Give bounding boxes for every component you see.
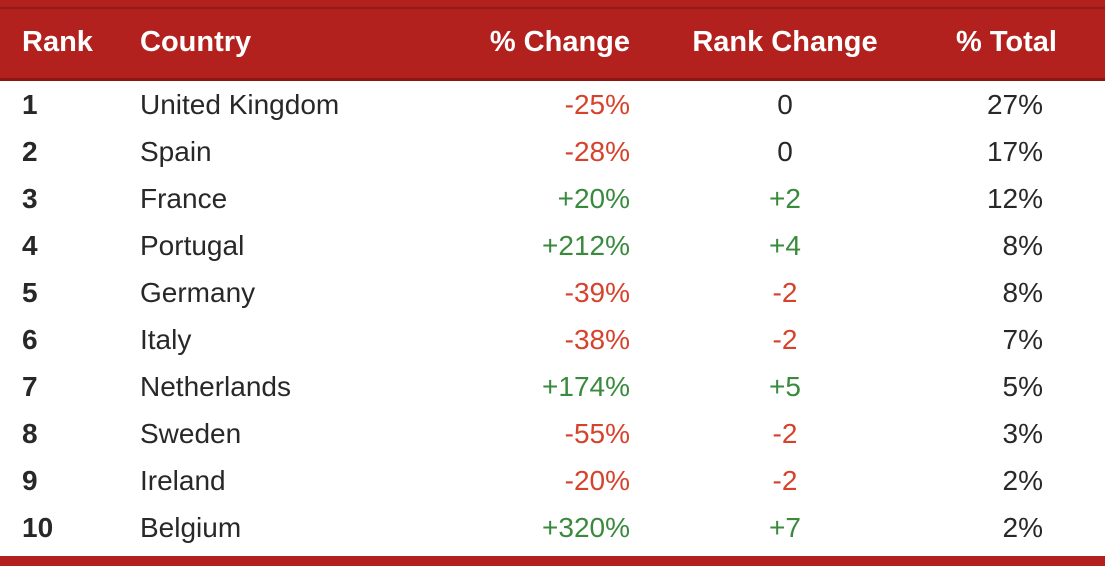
country-cell: Germany: [140, 276, 256, 308]
column-header-pct-change: % Change: [489, 25, 630, 58]
pct-total-cell: 8%: [1002, 229, 1043, 261]
rank-change-cell: -2: [772, 464, 798, 496]
rank-cell: 6: [22, 323, 38, 355]
pct-change-cell: +174%: [542, 370, 630, 402]
country-cell: Spain: [140, 135, 212, 167]
pct-change-cell: -55%: [564, 417, 630, 449]
rank-cell: 5: [22, 276, 38, 308]
column-header-rank: Rank: [22, 25, 93, 58]
country-cell: Portugal: [140, 229, 245, 261]
rank-cell: 7: [22, 370, 38, 402]
pct-change-cell: -25%: [564, 88, 630, 120]
table-row: 4 Portugal +212% +4 8%: [0, 222, 1105, 269]
pct-total-cell: 3%: [1002, 417, 1043, 449]
rank-change-cell: -2: [772, 417, 798, 449]
table-row: 6 Italy -38% -2 7%: [0, 316, 1105, 363]
rank-change-cell: +2: [769, 182, 801, 214]
rank-cell: 1: [22, 88, 38, 120]
pct-total-cell: 2%: [1002, 464, 1043, 496]
pct-change-cell: -28%: [564, 135, 630, 167]
pct-change-cell: +20%: [557, 182, 630, 214]
rank-cell: 2: [22, 135, 38, 167]
pct-total-cell: 8%: [1002, 276, 1043, 308]
column-header-country: Country: [140, 25, 252, 58]
table-row: 9 Ireland -20% -2 2%: [0, 457, 1105, 504]
table-row: 5 Germany -39% -2 8%: [0, 269, 1105, 316]
pct-change-cell: -38%: [564, 323, 630, 355]
table-row: 3 France +20% +2 12%: [0, 175, 1105, 222]
pct-change-cell: -39%: [564, 276, 630, 308]
table-row: 10 Belgium +320% +7 2%: [0, 504, 1105, 551]
table-body: 1 United Kingdom -25% 0 27% 2 Spain -28% 0 17% 3 Fr…: [0, 81, 1105, 551]
country-cell: Belgium: [140, 511, 242, 543]
country-cell: Sweden: [140, 417, 242, 449]
country-cell: Ireland: [140, 464, 226, 496]
pct-total-cell: 12%: [986, 182, 1043, 214]
table-row: 8 Sweden -55% -2 3%: [0, 410, 1105, 457]
rank-change-cell: +5: [769, 370, 801, 402]
pct-total-cell: 17%: [986, 135, 1043, 167]
rank-change-cell: +4: [769, 229, 801, 261]
rank-change-cell: 0: [777, 88, 793, 120]
pct-change-cell: -20%: [564, 464, 630, 496]
table-bottom-border: [0, 556, 1105, 566]
table-row: 7 Netherlands +174% +5 5%: [0, 363, 1105, 410]
table-row: 2 Spain -28% 0 17%: [0, 128, 1105, 175]
rank-change-cell: 0: [777, 135, 793, 167]
country-cell: France: [140, 182, 228, 214]
rank-cell: 4: [22, 229, 38, 261]
rank-cell: 8: [22, 417, 38, 449]
rank-cell: 3: [22, 182, 38, 214]
pct-change-cell: +320%: [542, 511, 630, 543]
table-header-row: Rank Country % Change Rank Change % Tota…: [0, 0, 1105, 81]
pct-total-cell: 2%: [1002, 511, 1043, 543]
rank-cell: 10: [22, 511, 54, 543]
column-header-rank-change: Rank Change: [692, 25, 878, 58]
pct-change-cell: +212%: [542, 229, 630, 261]
rank-cell: 9: [22, 464, 38, 496]
rank-change-cell: -2: [772, 323, 798, 355]
column-header-pct-total: % Total: [956, 25, 1057, 58]
rank-change-cell: +7: [769, 511, 801, 543]
pct-total-cell: 5%: [1002, 370, 1043, 402]
country-cell: United Kingdom: [140, 88, 340, 120]
country-cell: Italy: [140, 323, 192, 355]
pct-total-cell: 7%: [1002, 323, 1043, 355]
rank-change-cell: -2: [772, 276, 798, 308]
table-row: 1 United Kingdom -25% 0 27%: [0, 81, 1105, 128]
country-cell: Netherlands: [140, 370, 291, 402]
pct-total-cell: 27%: [986, 88, 1043, 120]
